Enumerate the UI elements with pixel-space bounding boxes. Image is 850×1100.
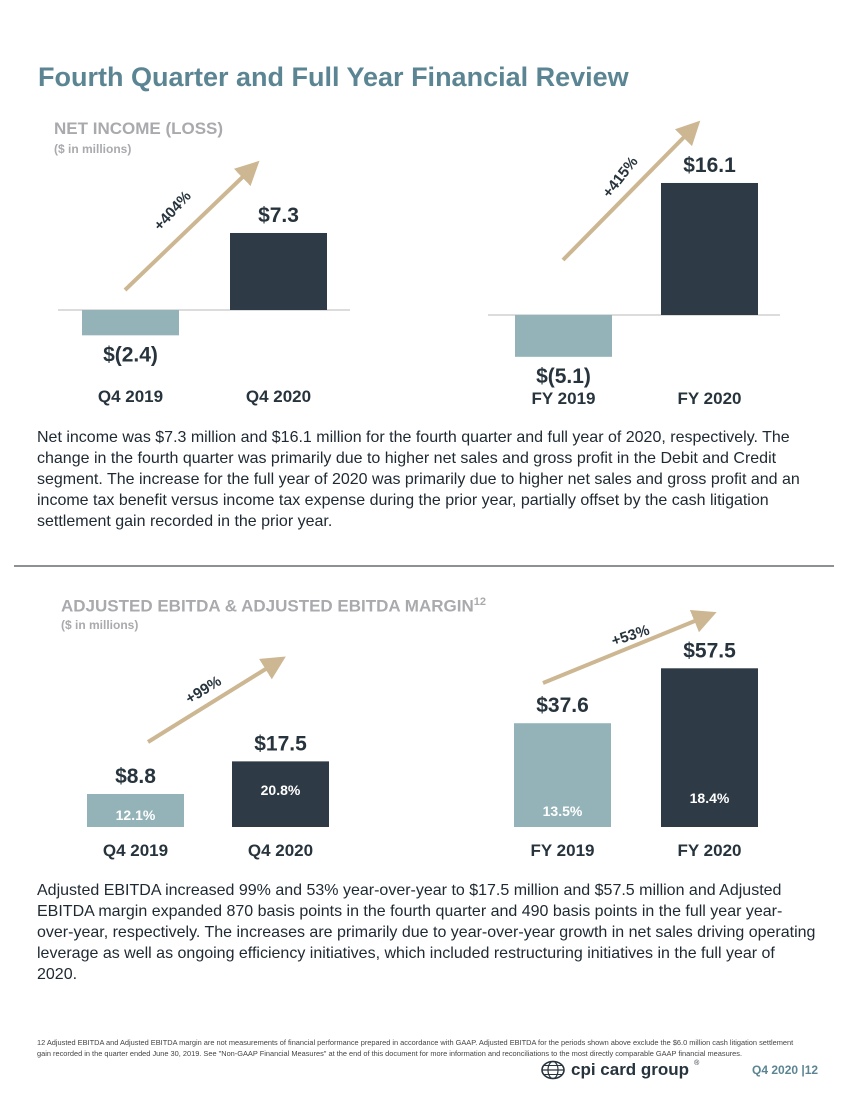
ebitda-year-value-label: $37.6 xyxy=(536,694,589,717)
company-logo: cpi card group ® xyxy=(540,1060,699,1080)
ni-quarter-value-label: $7.3 xyxy=(258,204,299,227)
ebitda-title-footnote-ref: 12 xyxy=(473,596,486,608)
page-number: 12 xyxy=(804,1063,819,1077)
ebitda-year-margin-label: 18.4% xyxy=(690,790,730,806)
footer-period: Q4 2020 xyxy=(752,1063,799,1077)
page-footer: Q4 2020 |12 xyxy=(752,1063,819,1077)
net-income-units: ($ in millions) xyxy=(54,142,132,156)
page-title: Fourth Quarter and Full Year Financial R… xyxy=(38,62,629,92)
ebitda-quarter-growth-label: +99% xyxy=(183,673,225,708)
ni-year-growth-label: +415% xyxy=(599,153,641,201)
ni-year-bar-current xyxy=(661,182,758,315)
logo-registered-mark: ® xyxy=(694,1060,700,1067)
ni-year-category-label: FY 2019 xyxy=(532,389,596,408)
ebitda-units: ($ in millions) xyxy=(61,618,139,632)
cpi-globe-icon xyxy=(541,1060,565,1080)
ebitda-quarter-category-label: Q4 2020 xyxy=(248,841,313,860)
ni-quarter-value-label: $(2.4) xyxy=(103,343,158,366)
ni-year-growth-arrow xyxy=(561,120,701,262)
ebitda-title-text: ADJUSTED EBITDA & ADJUSTED EBITDA MARGIN xyxy=(61,596,474,616)
ebitda-quarter-bar-current xyxy=(232,761,329,827)
ebitda-year-growth-arrow xyxy=(542,610,717,685)
ebitda-year-bar-current xyxy=(661,668,758,827)
ni-quarter-category-label: Q4 2019 xyxy=(98,387,163,406)
section-divider xyxy=(14,565,834,567)
ni-quarter-category-label: Q4 2020 xyxy=(246,387,311,406)
ni-quarter-growth-arrow xyxy=(123,160,260,292)
ni-year-value-label: $16.1 xyxy=(683,154,736,177)
net-income-paragraph: Net income was $7.3 million and $16.1 mi… xyxy=(37,429,800,530)
ebitda-quarter-category-label: Q4 2019 xyxy=(103,841,168,860)
footnote: 12 Adjusted EBITDA and Adjusted EBITDA m… xyxy=(37,1038,794,1058)
ebitda-year-margin-label: 13.5% xyxy=(543,803,583,819)
ebitda-year-value-label: $57.5 xyxy=(683,639,736,662)
ebitda-quarter-margin-label: 20.8% xyxy=(261,782,301,798)
ebitda-quarter-value-label: $17.5 xyxy=(254,732,307,755)
ni-quarter-bar-current xyxy=(230,232,327,310)
ni-quarter-bar-prior xyxy=(82,310,179,336)
ebitda-year-bar-prior xyxy=(514,723,611,827)
ni-year-value-label: $(5.1) xyxy=(536,365,591,388)
ebitda-section-title: ADJUSTED EBITDA & ADJUSTED EBITDA MARGIN… xyxy=(61,596,486,617)
logo-wordmark: cpi card group xyxy=(571,1060,690,1079)
ebitda-quarter-margin-label: 12.1% xyxy=(116,807,156,823)
ni-year-bar-prior xyxy=(515,315,612,357)
ebitda-year-category-label: FY 2019 xyxy=(531,841,595,860)
net-income-section-title: NET INCOME (LOSS) xyxy=(54,119,224,138)
ni-year-category-label: FY 2020 xyxy=(678,389,742,408)
ebitda-quarter-growth-arrow xyxy=(146,656,286,744)
ebitda-quarter-bar-prior xyxy=(87,794,184,827)
ebitda-quarter-value-label: $8.8 xyxy=(115,765,156,788)
ebitda-year-category-label: FY 2020 xyxy=(678,841,742,860)
ebitda-paragraph: Adjusted EBITDA increased 99% and 53% ye… xyxy=(37,882,816,983)
